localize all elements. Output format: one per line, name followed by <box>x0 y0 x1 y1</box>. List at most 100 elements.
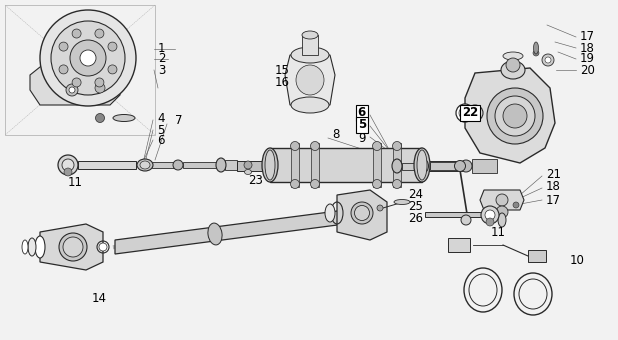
Bar <box>183 162 218 168</box>
Ellipse shape <box>377 205 383 211</box>
Polygon shape <box>285 55 335 105</box>
Circle shape <box>40 10 136 106</box>
Circle shape <box>108 42 117 51</box>
Ellipse shape <box>498 213 506 227</box>
Ellipse shape <box>460 160 472 172</box>
Text: 20: 20 <box>580 64 595 76</box>
Ellipse shape <box>291 47 329 63</box>
Bar <box>472 159 497 173</box>
Circle shape <box>51 21 125 95</box>
Circle shape <box>373 141 381 151</box>
Bar <box>393 143 401 187</box>
Text: 7: 7 <box>175 114 182 126</box>
Ellipse shape <box>456 104 474 122</box>
Text: 6: 6 <box>358 106 366 119</box>
Bar <box>152 162 174 168</box>
Circle shape <box>70 40 106 76</box>
Bar <box>5 5 155 135</box>
Bar <box>302 35 318 55</box>
Ellipse shape <box>394 200 410 204</box>
Bar <box>425 212 485 217</box>
Circle shape <box>95 29 104 38</box>
Text: 17: 17 <box>580 30 595 42</box>
Circle shape <box>392 180 402 188</box>
Ellipse shape <box>137 159 153 171</box>
Text: 21: 21 <box>546 168 561 181</box>
Polygon shape <box>30 55 120 105</box>
Circle shape <box>69 87 75 93</box>
Ellipse shape <box>501 61 525 79</box>
Ellipse shape <box>302 31 318 39</box>
Text: 24: 24 <box>408 188 423 202</box>
Text: 11: 11 <box>491 225 506 238</box>
Ellipse shape <box>208 223 222 245</box>
Polygon shape <box>480 190 524 210</box>
Ellipse shape <box>245 170 252 174</box>
Circle shape <box>290 141 300 151</box>
Circle shape <box>58 155 78 175</box>
Ellipse shape <box>22 240 28 254</box>
Circle shape <box>487 88 543 144</box>
Bar <box>528 250 546 262</box>
Circle shape <box>72 78 81 87</box>
Circle shape <box>513 202 519 208</box>
Text: 16: 16 <box>275 75 290 88</box>
Ellipse shape <box>496 194 508 206</box>
Ellipse shape <box>467 105 483 121</box>
Circle shape <box>495 96 535 136</box>
Circle shape <box>542 54 554 66</box>
Circle shape <box>244 161 252 169</box>
Circle shape <box>108 65 117 74</box>
Bar <box>422 161 462 171</box>
Circle shape <box>80 50 96 66</box>
Ellipse shape <box>35 236 45 258</box>
Bar <box>78 161 136 169</box>
Ellipse shape <box>173 160 183 170</box>
Text: 25: 25 <box>408 201 423 214</box>
Text: 17: 17 <box>546 193 561 206</box>
Polygon shape <box>465 68 555 163</box>
Ellipse shape <box>355 205 370 221</box>
Ellipse shape <box>420 159 428 172</box>
Ellipse shape <box>99 243 107 251</box>
Ellipse shape <box>291 97 329 113</box>
Circle shape <box>66 84 78 96</box>
Ellipse shape <box>533 42 538 54</box>
Circle shape <box>392 141 402 151</box>
Circle shape <box>64 168 72 176</box>
Ellipse shape <box>461 215 471 225</box>
Ellipse shape <box>470 108 480 118</box>
Bar <box>291 143 299 187</box>
Text: 4: 4 <box>157 112 164 124</box>
Ellipse shape <box>459 107 471 119</box>
Circle shape <box>95 83 105 93</box>
Text: 6: 6 <box>157 135 164 148</box>
Text: 15: 15 <box>275 64 290 76</box>
Circle shape <box>545 57 551 63</box>
Circle shape <box>503 104 527 128</box>
Ellipse shape <box>113 115 135 121</box>
Bar <box>225 160 237 170</box>
Circle shape <box>481 206 499 224</box>
Polygon shape <box>115 210 345 254</box>
Bar <box>373 143 381 187</box>
Ellipse shape <box>216 158 226 172</box>
Ellipse shape <box>59 233 87 261</box>
Text: 19: 19 <box>580 52 595 66</box>
Ellipse shape <box>351 202 373 224</box>
Text: 18: 18 <box>580 41 595 54</box>
Text: 1: 1 <box>158 42 166 55</box>
Circle shape <box>59 65 68 74</box>
Text: 23: 23 <box>248 173 263 187</box>
Circle shape <box>59 42 68 51</box>
Circle shape <box>290 180 300 188</box>
Circle shape <box>62 159 74 171</box>
Bar <box>448 238 470 252</box>
Text: 10: 10 <box>570 254 585 267</box>
Circle shape <box>485 210 495 220</box>
Ellipse shape <box>265 150 275 180</box>
Circle shape <box>310 180 320 188</box>
Bar <box>311 143 319 187</box>
Text: 9: 9 <box>358 132 366 144</box>
Circle shape <box>72 29 81 38</box>
